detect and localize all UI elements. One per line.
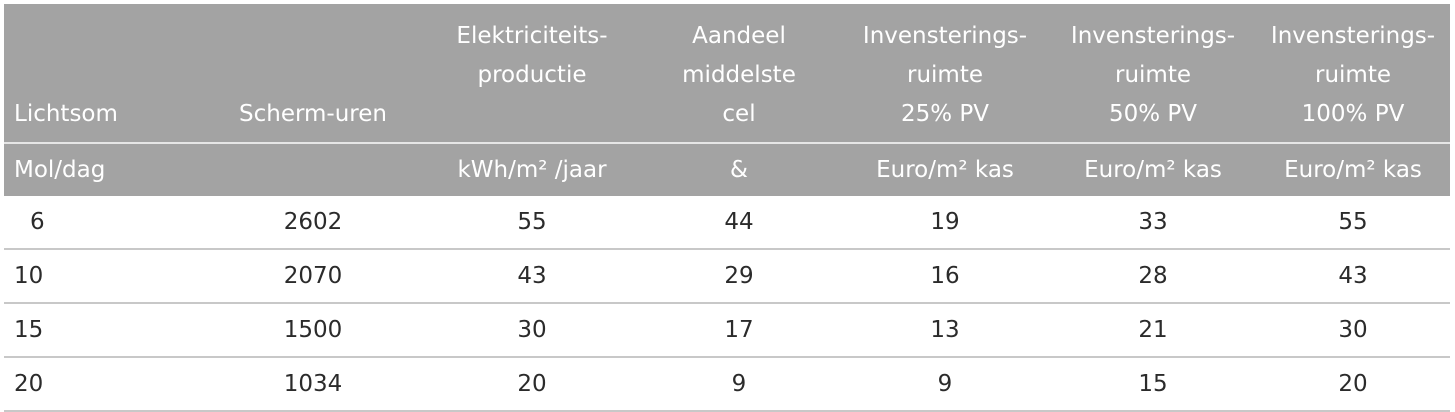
column-header-spacer [426,95,638,134]
table-cell: 10 [4,249,200,304]
table-cell: 44 [638,196,840,250]
data-table: Lichtsom Scherm-uren Elektriciteits- pro… [4,4,1450,412]
table-cell: 1500 [200,303,426,358]
table-cell: 2602 [200,196,426,250]
table-cell: 55 [426,196,638,250]
table-cell: 43 [1256,249,1450,304]
table-cell: 16 [840,249,1050,304]
table-cell: 30 [1256,303,1450,358]
header-row: Lichtsom Scherm-uren Elektriciteits- pro… [4,4,1450,144]
unit-inv-100: Euro/m² kas [1256,143,1450,196]
table-cell: 33 [1050,196,1256,250]
table-row: 15 1500 30 17 13 21 30 [4,303,1450,358]
unit-aandeel: & [638,143,840,196]
table-cell: 29 [638,249,840,304]
table-cell: 9 [840,357,1050,412]
table-cell: 20 [4,357,200,412]
table-row: 10 2070 43 29 16 28 43 [4,249,1450,304]
column-header-line: middelste [682,62,796,88]
column-header-line: Invensterings- [862,23,1028,49]
column-header-line: ruimte [1115,62,1191,88]
table-cell: 20 [1256,357,1450,412]
unit-elektriciteitsproductie: kWh/m² /jaar [426,143,638,196]
unit-inv-25: Euro/m² kas [840,143,1050,196]
unit-row: Mol/dag kWh/m² /jaar & Euro/m² kas Euro/… [4,143,1450,196]
table-cell: 2070 [200,249,426,304]
column-header-line: Invensterings- [1070,23,1236,49]
column-header-inv-50: Invensterings- ruimte 50% PV [1050,4,1256,144]
column-header-inv-25: Invensterings- ruimte 25% PV [840,4,1050,144]
table-cell: 30 [426,303,638,358]
table-cell: 15 [4,303,200,358]
column-header-line: Invensterings- [1270,23,1436,49]
column-header-elektriciteitsproductie: Elektriciteits- productie [426,4,638,144]
column-header-inv-100: Invensterings- ruimte 100% PV [1256,4,1450,144]
column-header-line: Scherm-uren [239,101,387,127]
column-header-line: ruimte [1315,62,1391,88]
table-cell: 1034 [200,357,426,412]
column-header-line: 25% PV [900,101,990,127]
table-cell: 17 [638,303,840,358]
column-header-scherm-uren: Scherm-uren [200,4,426,144]
column-header-aandeel: Aandeel middelste cel [638,4,840,144]
table-cell: 21 [1050,303,1256,358]
table-row: 20 1034 20 9 9 15 20 [4,357,1450,412]
column-header-line: Aandeel [692,23,786,49]
column-header-lichtsom: Lichtsom [4,4,200,144]
column-header-line: 100% PV [1301,101,1405,127]
column-header-line: 50% PV [1108,101,1198,127]
column-header-line: productie [477,62,587,88]
unit-lichtsom: Mol/dag [4,143,200,196]
column-header-line: Elektriciteits- [456,23,608,49]
table-cell: 43 [426,249,638,304]
table-cell: 9 [638,357,840,412]
column-header-line: cel [722,101,756,127]
table-cell: 15 [1050,357,1256,412]
unit-scherm-uren [200,143,426,196]
unit-inv-50: Euro/m² kas [1050,143,1256,196]
table-cell: 13 [840,303,1050,358]
table-cell: 55 [1256,196,1450,250]
table-row: 6 2602 55 44 19 33 55 [4,196,1450,250]
table-cell: 28 [1050,249,1256,304]
column-header-line: Lichtsom [14,101,118,127]
table-cell: 19 [840,196,1050,250]
table-cell: 20 [426,357,638,412]
table-cell: 6 [4,196,200,250]
column-header-line: ruimte [907,62,983,88]
data-table-container: Lichtsom Scherm-uren Elektriciteits- pro… [4,4,1450,412]
